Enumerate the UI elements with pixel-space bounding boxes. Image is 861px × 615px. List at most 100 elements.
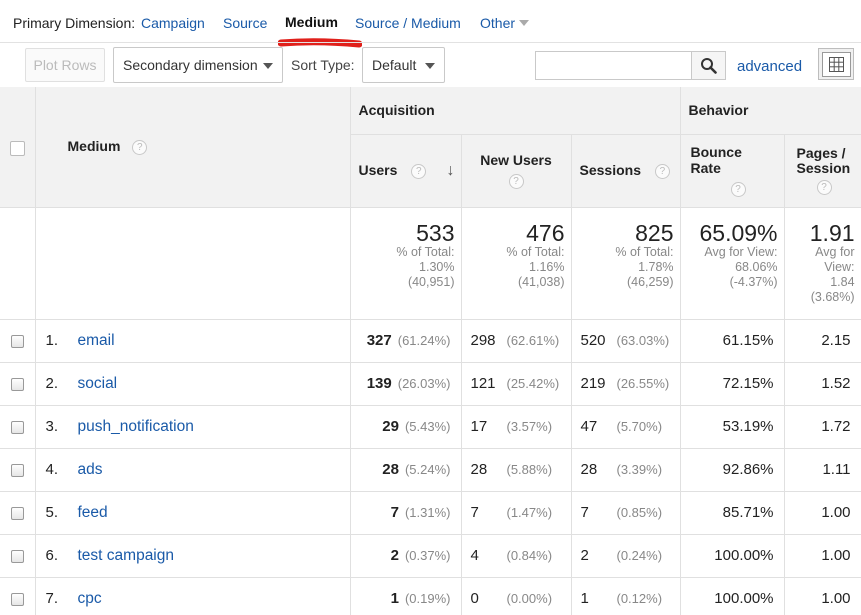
help-icon[interactable]: ? bbox=[730, 182, 746, 197]
medium-link[interactable]: feed bbox=[77, 503, 108, 521]
dimension-option-medium[interactable]: Medium bbox=[285, 14, 338, 30]
bounce-rate-value: 72.15% bbox=[722, 375, 774, 392]
medium-link[interactable]: cpc bbox=[77, 589, 102, 607]
pages-session-cell: 1.00 bbox=[784, 491, 861, 535]
medium-column-header[interactable]: Medium ? bbox=[35, 87, 351, 208]
new-users-total: 476 bbox=[526, 219, 565, 246]
row-checkbox[interactable] bbox=[10, 507, 24, 521]
bounce-rate-cell: 85.71% bbox=[680, 491, 785, 535]
new-users-cell: 4 (0.84%) bbox=[461, 534, 572, 578]
pages-session-cell: 1.00 bbox=[784, 577, 861, 615]
search-button[interactable] bbox=[691, 51, 726, 80]
row-checkbox-cell bbox=[0, 448, 36, 492]
bounce-rate-column-header[interactable]: Bounce Rate ? bbox=[680, 134, 785, 208]
table-row: 1. email 327 (61.24%) 298 (62.61%) 520 (63.03%)… bbox=[0, 319, 861, 363]
row-checkbox[interactable] bbox=[10, 593, 24, 607]
medium-link[interactable]: social bbox=[77, 374, 118, 392]
row-index: 4. bbox=[45, 460, 59, 478]
help-icon[interactable]: ? bbox=[508, 174, 524, 189]
advanced-filter-link[interactable]: advanced bbox=[737, 58, 803, 75]
users-column-header[interactable]: Users ? ↓ bbox=[350, 134, 462, 208]
bounce-rate-cell: 53.19% bbox=[680, 405, 785, 449]
help-icon[interactable]: ? bbox=[816, 180, 832, 195]
sort-type-value: Default bbox=[372, 57, 417, 73]
new-users-value: 17 bbox=[470, 418, 488, 435]
users-pct: (61.24%) bbox=[397, 333, 451, 348]
secondary-dimension-select[interactable]: Secondary dimension bbox=[113, 47, 283, 83]
bounce-rate-value: 53.19% bbox=[722, 418, 774, 435]
table-row: 4. ads 28 (5.24%) 28 (5.88%) 28 (3.39%) 92.86% 1.… bbox=[0, 448, 861, 492]
dimension-option-other-label: Other bbox=[480, 15, 516, 31]
users-value: 28 bbox=[382, 461, 399, 478]
table-search-input[interactable] bbox=[535, 51, 692, 80]
table-row: 2. social 139 (26.03%) 121 (25.42%) 219 (26.55%… bbox=[0, 362, 861, 406]
dimension-option-campaign[interactable]: Campaign bbox=[141, 15, 205, 31]
new-users-pct: (62.61%) bbox=[506, 333, 560, 348]
help-icon[interactable]: ? bbox=[411, 163, 427, 179]
users-total-label: % of Total: bbox=[396, 244, 455, 259]
totals-label-cell bbox=[35, 207, 351, 320]
pages-session-value: 1.00 bbox=[821, 504, 851, 521]
dimension-option-source-medium[interactable]: Source / Medium bbox=[355, 15, 461, 31]
sessions-value: 7 bbox=[580, 504, 589, 521]
bounce-rate-cell: 61.15% bbox=[680, 319, 785, 363]
row-checkbox-cell bbox=[0, 362, 36, 406]
sessions-pct: (0.85%) bbox=[616, 505, 663, 520]
dimension-option-source[interactable]: Source bbox=[223, 15, 268, 31]
table-view-button[interactable] bbox=[818, 48, 854, 80]
bounce-rate-value: 92.86% bbox=[722, 461, 774, 478]
help-icon[interactable]: ? bbox=[654, 163, 670, 179]
sort-type-label: Sort Type: bbox=[291, 57, 355, 73]
sessions-pct: (5.70%) bbox=[616, 419, 663, 434]
row-checkbox[interactable] bbox=[10, 464, 24, 478]
pages-session-total-delta: (3.68%) bbox=[810, 289, 855, 304]
medium-cell: 3. push_notification bbox=[35, 405, 351, 449]
bounce-rate-header-label: Bounce Rate bbox=[690, 144, 742, 176]
new-users-value: 7 bbox=[470, 504, 479, 521]
users-value: 327 bbox=[366, 332, 392, 349]
secondary-dimension-label: Secondary dimension bbox=[123, 57, 258, 73]
new-users-cell: 121 (25.42%) bbox=[461, 362, 572, 406]
sessions-column-header[interactable]: Sessions ? bbox=[571, 134, 681, 208]
users-value: 29 bbox=[382, 418, 399, 435]
users-cell: 28 (5.24%) bbox=[350, 448, 462, 492]
row-checkbox[interactable] bbox=[10, 550, 24, 564]
medium-link[interactable]: test campaign bbox=[77, 546, 175, 564]
sessions-pct: (63.03%) bbox=[616, 333, 670, 348]
new-users-column-header[interactable]: New Users ? bbox=[461, 134, 572, 208]
new-users-pct: (0.84%) bbox=[506, 548, 553, 563]
dimension-option-other[interactable]: Other bbox=[480, 15, 530, 31]
sessions-total: 825 bbox=[635, 219, 674, 246]
row-checkbox-cell bbox=[0, 534, 36, 578]
users-value: 1 bbox=[390, 590, 399, 607]
users-pct: (5.24%) bbox=[404, 462, 451, 477]
medium-link[interactable]: ads bbox=[77, 460, 103, 478]
users-pct: (26.03%) bbox=[397, 376, 451, 391]
bounce-rate-cell: 72.15% bbox=[680, 362, 785, 406]
table-toolbar: Plot Rows Secondary dimension Sort Type:… bbox=[0, 42, 861, 88]
table-row: 5. feed 7 (1.31%) 7 (1.47%) 7 (0.85%) 85.71% 1.00 bbox=[0, 491, 861, 535]
new-users-pct: (1.47%) bbox=[506, 505, 553, 520]
sort-type-select[interactable]: Default bbox=[362, 47, 445, 83]
users-pct: (1.31%) bbox=[404, 505, 451, 520]
users-cell: 1 (0.19%) bbox=[350, 577, 462, 615]
sessions-cell: 47 (5.70%) bbox=[571, 405, 681, 449]
pages-session-column-header[interactable]: Pages / Session ? bbox=[784, 134, 861, 208]
medium-link[interactable]: email bbox=[77, 331, 115, 349]
row-checkbox[interactable] bbox=[10, 378, 24, 392]
new-users-value: 121 bbox=[470, 375, 496, 392]
sort-descending-icon[interactable]: ↓ bbox=[446, 161, 455, 179]
new-users-pct: (0.00%) bbox=[506, 591, 553, 606]
sessions-pct: (3.39%) bbox=[616, 462, 663, 477]
select-all-checkbox[interactable] bbox=[9, 140, 25, 156]
users-total-cell: 533 % of Total: 1.30% (40,951) bbox=[350, 207, 462, 320]
new-users-cell: 7 (1.47%) bbox=[461, 491, 572, 535]
bounce-rate-cell: 100.00% bbox=[680, 534, 785, 578]
medium-link[interactable]: push_notification bbox=[77, 417, 194, 435]
pages-session-value: 1.00 bbox=[821, 590, 851, 607]
row-checkbox[interactable] bbox=[10, 421, 24, 435]
row-checkbox[interactable] bbox=[10, 335, 24, 349]
plot-rows-button[interactable]: Plot Rows bbox=[25, 48, 105, 82]
help-icon[interactable]: ? bbox=[132, 140, 148, 156]
sessions-cell: 520 (63.03%) bbox=[571, 319, 681, 363]
